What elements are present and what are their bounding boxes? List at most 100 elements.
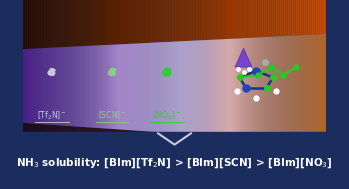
Polygon shape	[82, 127, 84, 189]
Polygon shape	[214, 40, 215, 136]
Polygon shape	[31, 49, 32, 123]
Polygon shape	[45, 48, 46, 124]
Polygon shape	[96, 128, 98, 189]
Polygon shape	[231, 0, 233, 39]
Polygon shape	[46, 48, 47, 125]
Polygon shape	[93, 46, 94, 128]
Polygon shape	[249, 38, 250, 138]
Polygon shape	[51, 48, 52, 125]
Polygon shape	[101, 45, 102, 128]
Polygon shape	[60, 47, 61, 125]
Polygon shape	[205, 135, 207, 189]
Polygon shape	[140, 43, 141, 131]
Polygon shape	[229, 137, 231, 189]
Polygon shape	[233, 39, 234, 137]
Polygon shape	[290, 0, 291, 36]
Polygon shape	[154, 132, 156, 189]
Polygon shape	[233, 0, 235, 39]
Polygon shape	[259, 37, 260, 139]
Polygon shape	[65, 47, 66, 126]
Polygon shape	[298, 0, 299, 35]
Polygon shape	[281, 36, 282, 141]
Polygon shape	[281, 0, 283, 36]
Polygon shape	[162, 132, 164, 189]
Polygon shape	[267, 37, 268, 140]
Polygon shape	[253, 0, 255, 38]
Polygon shape	[61, 0, 64, 47]
Polygon shape	[89, 46, 90, 127]
Polygon shape	[146, 0, 148, 43]
Polygon shape	[116, 129, 118, 189]
Polygon shape	[180, 0, 183, 41]
Polygon shape	[250, 38, 251, 139]
Polygon shape	[90, 127, 92, 189]
Polygon shape	[245, 38, 246, 138]
Polygon shape	[283, 36, 284, 141]
Polygon shape	[291, 0, 294, 36]
Polygon shape	[44, 48, 45, 124]
Polygon shape	[36, 48, 37, 124]
Polygon shape	[98, 128, 100, 189]
Polygon shape	[96, 0, 98, 46]
Polygon shape	[289, 36, 290, 141]
Polygon shape	[47, 0, 50, 48]
Polygon shape	[62, 47, 64, 126]
Polygon shape	[217, 40, 218, 136]
Polygon shape	[26, 49, 27, 123]
Polygon shape	[201, 40, 202, 135]
Polygon shape	[130, 130, 132, 189]
Polygon shape	[115, 44, 116, 129]
Polygon shape	[25, 0, 27, 49]
Polygon shape	[294, 36, 295, 142]
Polygon shape	[59, 0, 61, 47]
Polygon shape	[320, 143, 322, 189]
Polygon shape	[139, 43, 140, 131]
Polygon shape	[110, 45, 111, 129]
Polygon shape	[176, 41, 177, 133]
Polygon shape	[136, 0, 138, 43]
Polygon shape	[169, 42, 170, 133]
Polygon shape	[282, 36, 283, 141]
Polygon shape	[43, 48, 44, 124]
Polygon shape	[84, 46, 85, 127]
Polygon shape	[181, 41, 183, 134]
Polygon shape	[77, 127, 80, 189]
Polygon shape	[171, 42, 172, 133]
Polygon shape	[97, 45, 98, 128]
Polygon shape	[135, 43, 136, 131]
Polygon shape	[299, 35, 300, 142]
Polygon shape	[51, 0, 53, 48]
Polygon shape	[149, 43, 150, 132]
Polygon shape	[294, 141, 296, 189]
Polygon shape	[263, 0, 265, 37]
Polygon shape	[178, 41, 179, 133]
Polygon shape	[116, 0, 118, 44]
Polygon shape	[310, 143, 312, 189]
Polygon shape	[235, 48, 252, 67]
Polygon shape	[164, 132, 166, 189]
Polygon shape	[102, 0, 104, 45]
Polygon shape	[285, 36, 287, 141]
Polygon shape	[43, 0, 45, 48]
Polygon shape	[219, 136, 221, 189]
Polygon shape	[125, 44, 126, 130]
Polygon shape	[47, 48, 49, 125]
Polygon shape	[265, 0, 267, 37]
Polygon shape	[76, 46, 77, 126]
Polygon shape	[261, 37, 262, 139]
Polygon shape	[306, 142, 308, 189]
Polygon shape	[69, 47, 70, 126]
Polygon shape	[37, 0, 39, 48]
Polygon shape	[74, 0, 76, 47]
Polygon shape	[98, 45, 99, 128]
Polygon shape	[114, 129, 116, 189]
Polygon shape	[107, 45, 108, 129]
Polygon shape	[24, 49, 25, 123]
Polygon shape	[207, 0, 209, 40]
Polygon shape	[38, 48, 39, 124]
Polygon shape	[83, 46, 84, 127]
Polygon shape	[84, 127, 86, 189]
Polygon shape	[304, 35, 305, 142]
Polygon shape	[142, 131, 144, 189]
Polygon shape	[28, 49, 29, 123]
